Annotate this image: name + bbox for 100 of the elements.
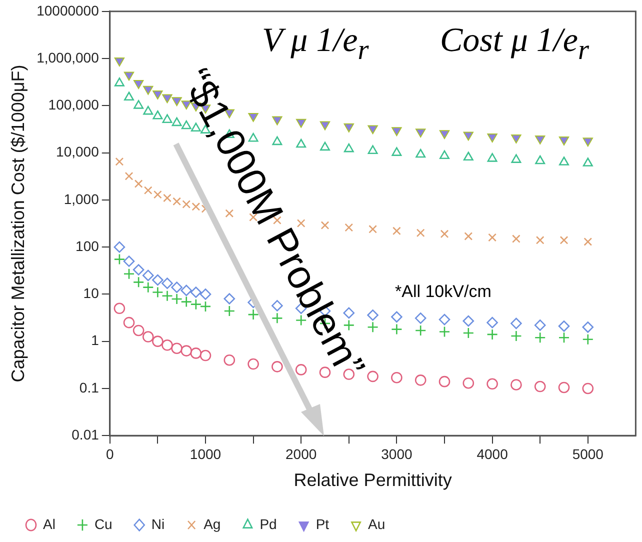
point	[534, 332, 546, 344]
point	[296, 219, 306, 228]
point	[582, 382, 594, 394]
x-axis-title: Relative Permittivity	[294, 470, 452, 490]
point	[534, 320, 546, 331]
legend-label: Cu	[94, 516, 112, 532]
legend-label: Pt	[316, 516, 330, 532]
point	[440, 230, 449, 238]
point	[190, 298, 202, 310]
point	[115, 157, 124, 166]
point	[142, 270, 154, 282]
point	[510, 318, 522, 330]
point	[536, 236, 544, 244]
point	[248, 358, 259, 370]
point	[582, 321, 594, 333]
point	[152, 286, 164, 298]
point	[200, 300, 212, 312]
point	[123, 268, 135, 280]
point	[162, 340, 173, 351]
x-tick-label: 5000	[572, 446, 604, 462]
y-tick-label: 10,000	[56, 144, 100, 160]
point	[488, 233, 496, 242]
point	[584, 238, 592, 246]
point	[124, 172, 134, 180]
point	[343, 368, 355, 380]
x-tick-label: 4000	[476, 446, 508, 462]
legend-label: Ag	[204, 516, 221, 532]
y-tick-label: 100,000	[48, 96, 100, 113]
point	[171, 282, 182, 293]
point	[367, 370, 378, 382]
point	[123, 256, 135, 267]
y-tick-label: 10	[83, 285, 100, 302]
point	[486, 328, 498, 340]
annotation: *All 10kV/cm	[395, 282, 492, 302]
y-tick-label: 100	[76, 238, 100, 254]
point	[367, 321, 378, 333]
point	[224, 354, 236, 366]
legend-label: Au	[368, 516, 386, 532]
point	[134, 180, 143, 188]
y-tick-label: 0.01	[72, 426, 100, 442]
annotation: Cost μ 1/e$_{r}$	[440, 22, 589, 67]
point	[132, 276, 144, 288]
point	[391, 311, 402, 323]
point	[224, 293, 236, 304]
y-tick-label: 1,000,000	[36, 49, 100, 66]
point	[171, 342, 182, 354]
point	[558, 382, 570, 394]
point	[486, 378, 498, 390]
point	[180, 345, 192, 356]
point	[152, 274, 164, 286]
point	[114, 241, 126, 253]
point	[462, 315, 474, 327]
legend-label: Pd	[260, 516, 277, 532]
point	[162, 278, 173, 289]
point	[510, 330, 522, 342]
point	[248, 308, 259, 320]
x-tick-label: 2000	[286, 446, 317, 462]
point	[132, 264, 144, 276]
point	[438, 376, 450, 388]
point	[558, 320, 570, 332]
point	[190, 286, 202, 298]
point	[534, 380, 546, 392]
point	[142, 331, 154, 342]
point	[162, 290, 173, 302]
y-tick-label: 10000000	[36, 2, 100, 18]
point	[171, 293, 182, 305]
point	[558, 332, 570, 344]
y-tick-label: 1	[91, 332, 100, 348]
point	[582, 334, 594, 346]
point	[414, 374, 426, 386]
point	[152, 336, 164, 347]
legend-label: Ni	[151, 516, 165, 532]
y-axis-title: Capacitor Metallization Cost ($/1000μF)	[8, 64, 28, 382]
point	[132, 324, 144, 336]
point	[414, 324, 426, 336]
point	[114, 302, 126, 314]
y-tick-label: 1,000	[64, 190, 100, 207]
point	[486, 316, 498, 328]
point	[180, 296, 192, 308]
point	[154, 190, 162, 199]
point	[200, 288, 212, 300]
point	[462, 327, 474, 339]
point	[163, 194, 172, 202]
point	[416, 228, 425, 238]
point	[367, 309, 378, 321]
x-tick-label: 0	[106, 446, 114, 462]
point	[560, 236, 568, 244]
point	[200, 350, 212, 362]
annotation: V μ 1/e$_{r}$	[262, 22, 369, 66]
point	[224, 305, 236, 317]
point	[123, 316, 135, 328]
point	[391, 324, 402, 335]
point	[414, 312, 426, 324]
point	[512, 234, 520, 243]
point	[510, 379, 522, 390]
x-tick-label: 1000	[190, 446, 222, 462]
point	[392, 226, 401, 236]
point	[462, 377, 474, 389]
point	[183, 102, 190, 108]
point	[391, 372, 402, 384]
